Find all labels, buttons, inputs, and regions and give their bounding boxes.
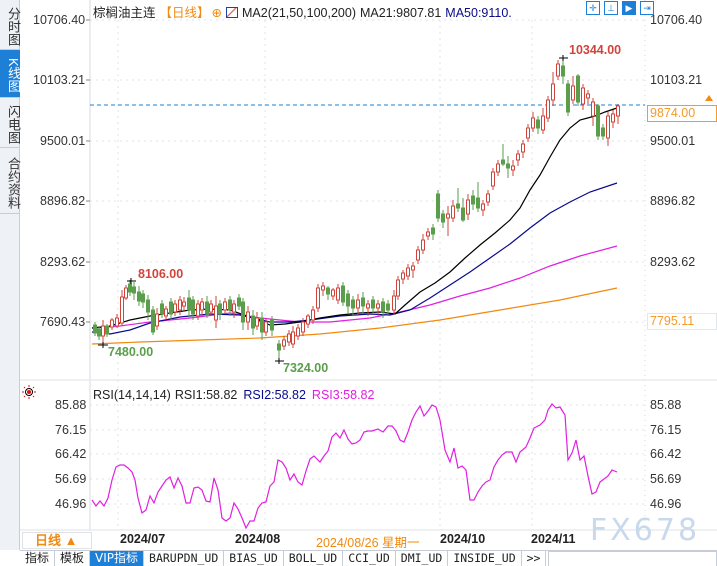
ma-indicator-name: MA2(21,50,100,200) [242, 6, 356, 20]
indicator-tab-bar: 指标 模板 VIP指标 BARUPDN_UD BIAS_UD BOLL_UD C… [20, 550, 717, 566]
price-tick: 8293.62 [40, 255, 86, 269]
price-tick-right: 8293.62 [650, 255, 696, 269]
rsi-settings-icon[interactable] [22, 385, 36, 399]
rsi1-value: RSI1:58.82 [174, 388, 238, 402]
rsi3-value: RSI3:58.82 [311, 388, 375, 402]
low-annotation: 7480.00 [108, 345, 154, 359]
period-label[interactable]: 【日线】 [159, 6, 210, 20]
tab-barupdn-ud[interactable]: BARUPDN_UD [144, 551, 225, 566]
scroll-right-icon[interactable]: ⇥ [640, 1, 654, 15]
add-indicator-icon[interactable]: ⊕ [211, 6, 223, 20]
crosshair-icon[interactable]: ✛ [586, 1, 600, 15]
ma50-line [91, 182, 618, 335]
rsi-tick-right: 46.96 [650, 497, 682, 511]
chart-toolbar: ✛ ⊥ ▶ ⇥ [586, 1, 654, 15]
price-tick-right: 10103.21 [650, 73, 703, 87]
ma200-value-box: 7795.11 [647, 313, 717, 330]
price-tick: 7690.43 [40, 315, 86, 329]
extreme-markers [98, 55, 568, 364]
price-tick-right: 9500.01 [650, 134, 696, 148]
rsi-tick-right: 56.69 [650, 472, 682, 486]
indicator-chart-icon[interactable] [226, 7, 239, 18]
price-tick: 10103.21 [33, 73, 86, 87]
tab-bias-ud[interactable]: BIAS_UD [224, 551, 284, 566]
price-tick-right: 10706.40 [650, 13, 703, 27]
high-annotation: 8106.00 [138, 267, 184, 281]
zoom-range-icon[interactable]: ⊥ [604, 1, 618, 15]
tab-contract-info[interactable]: 合约资料 [0, 148, 21, 214]
chart-canvas[interactable] [0, 0, 717, 550]
price-tick: 10706.40 [33, 13, 86, 27]
rsi-tick: 76.15 [55, 423, 87, 437]
ma50-value: MA50:9110. [445, 6, 512, 20]
current-price-box: 9874.00 [647, 105, 717, 122]
tab-indicators[interactable]: 指标 [20, 551, 56, 566]
ma200-line [91, 287, 618, 345]
tab-time-chart[interactable]: 分时图 [0, 0, 21, 50]
tab-bar-empty-area [548, 551, 717, 566]
rsi-grid [90, 404, 645, 505]
high-annotation: 10344.00 [569, 43, 622, 57]
tab-boll-ud[interactable]: BOLL_UD [284, 551, 344, 566]
tab-dmi-ud[interactable]: DMI_UD [396, 551, 449, 566]
rsi-tick: 66.42 [55, 447, 87, 461]
price-up-arrow-icon [705, 95, 713, 101]
price-tick: 8896.82 [40, 194, 86, 208]
rsi-label: RSI(14,14,14) [93, 388, 171, 402]
price-tick: 9500.01 [40, 134, 86, 148]
rsi2-value: RSI2:58.82 [243, 388, 306, 402]
tab-vip-indicators[interactable]: VIP指标 [90, 551, 145, 566]
tab-flash-chart[interactable]: 闪电图 [0, 98, 21, 148]
rsi-title-row: RSI(14,14,14) RSI1:58.82 RSI2:58.82 RSI3:58… [93, 388, 380, 402]
tab-cci-ud[interactable]: CCI_UD [343, 551, 396, 566]
period-selector[interactable]: 日线 ▲ [22, 532, 92, 549]
tab-kline-chart[interactable]: K线图 [0, 50, 21, 98]
tab-templates[interactable]: 模板 [55, 551, 91, 566]
candlesticks [93, 58, 620, 360]
chart-title-row: 棕榈油主连 【日线】 ⊕ MA2(21,50,100,200) MA21:9807.81… [93, 2, 516, 20]
ma100-line [91, 245, 618, 329]
tab-more[interactable]: >> [522, 551, 547, 566]
left-tab-bar: 分时图 K线图 闪电图 合约资料 [0, 0, 21, 550]
cursor-date-label: 2024/08/26 星期一 [316, 536, 420, 550]
tab-inside-ud[interactable]: INSIDE_UD [448, 551, 522, 566]
rsi-tick: 46.96 [55, 497, 87, 511]
rsi-tick: 56.69 [55, 472, 87, 486]
low-annotation: 7324.00 [283, 361, 329, 375]
rsi-tick: 85.88 [55, 398, 87, 412]
price-tick-right: 8896.82 [650, 194, 696, 208]
ma21-value: MA21:9807.81 [359, 6, 442, 20]
rsi-tick-right: 76.15 [650, 423, 682, 437]
rsi-tick-right: 66.42 [650, 447, 682, 461]
instrument-name: 棕榈油主连 [93, 6, 156, 20]
rsi-line [91, 403, 618, 530]
date-label: 2024/08 [235, 532, 281, 546]
date-label: 2024/10 [440, 532, 486, 546]
date-label: 2024/07 [120, 532, 166, 546]
rsi-tick-right: 85.88 [650, 398, 682, 412]
date-label: 2024/11 [531, 532, 576, 546]
play-icon[interactable]: ▶ [622, 1, 636, 15]
watermark: FX678 [590, 513, 701, 548]
